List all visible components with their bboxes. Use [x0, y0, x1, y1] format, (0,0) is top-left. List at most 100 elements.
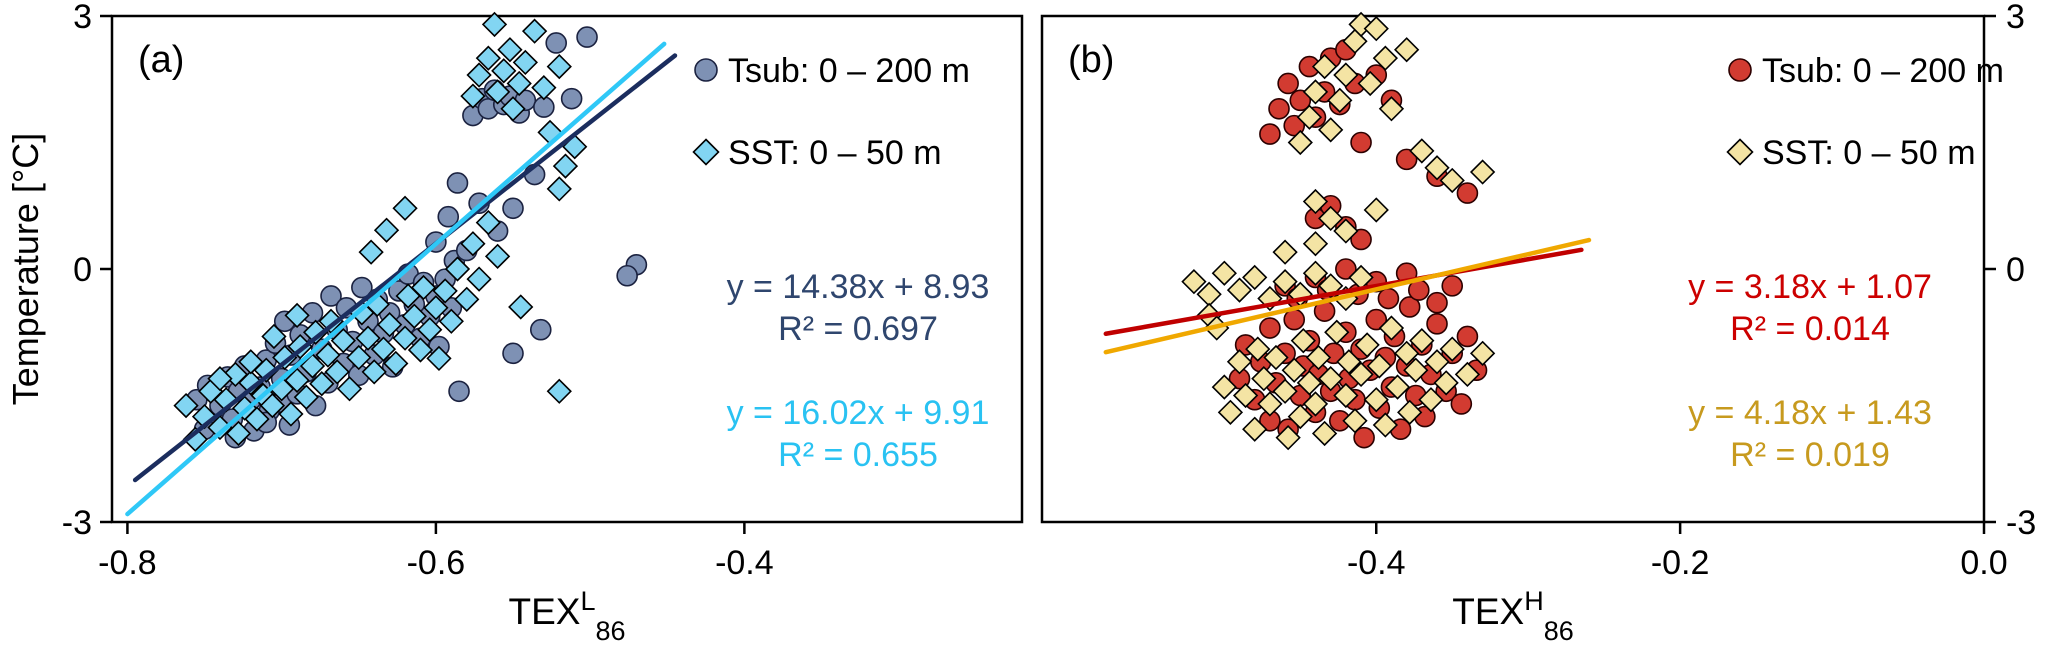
data-point — [497, 37, 523, 63]
data-point — [1409, 328, 1435, 354]
data-point — [1242, 416, 1268, 442]
data-point — [546, 53, 572, 80]
data-point — [225, 420, 252, 447]
data-point — [484, 79, 511, 105]
data-point — [299, 353, 326, 379]
data-point — [278, 401, 304, 427]
data-point — [1454, 361, 1481, 388]
x-tick-label: -0.6 — [407, 544, 466, 582]
data-point — [1217, 399, 1244, 425]
data-point — [448, 380, 470, 403]
data-point — [1398, 296, 1421, 318]
data-point — [1277, 72, 1299, 95]
x-tick-label: -0.2 — [1651, 544, 1710, 582]
data-point — [529, 318, 552, 341]
x-axis-title: TEXL86 — [508, 586, 625, 646]
data-point — [401, 303, 427, 329]
data-point — [1439, 336, 1465, 362]
data-point — [475, 45, 501, 71]
data-point — [508, 294, 534, 320]
data-point — [1257, 391, 1283, 417]
y-tick-label: 3 — [73, 0, 92, 36]
data-point — [1336, 349, 1362, 375]
data-point — [484, 243, 511, 269]
data-point — [315, 342, 341, 368]
data-point — [392, 325, 418, 351]
data-point — [1363, 197, 1389, 223]
data-point — [481, 11, 508, 38]
data-point — [238, 349, 264, 375]
x-tick-label: -0.4 — [1347, 544, 1406, 582]
data-point — [407, 337, 434, 363]
legend-marker-diamond — [692, 138, 720, 166]
data-point — [284, 367, 310, 393]
data-point — [460, 231, 486, 257]
data-point — [302, 319, 329, 345]
panel-a-chart: -0.8 -0.6 -0.4 3 0 -3 Temperature [°C] TEXL86 Ts… — [5, 0, 1024, 646]
data-point — [1426, 313, 1448, 335]
data-point — [1283, 114, 1306, 137]
data-point — [1283, 308, 1306, 331]
fit-r-squared: R² = 0.014 — [1730, 310, 1890, 348]
data-point — [1348, 11, 1374, 38]
regression-line — [125, 41, 667, 517]
y-tick-label: 3 — [2006, 0, 2025, 36]
data-point — [1268, 97, 1290, 120]
data-point — [1302, 391, 1329, 417]
legend-marker-circle — [694, 58, 718, 82]
data-point — [383, 350, 409, 377]
legend-label: SST: 0 – 50 m — [1762, 134, 1976, 172]
legend-marker-circle — [1728, 58, 1752, 82]
data-point — [426, 345, 452, 372]
data-point — [423, 295, 449, 321]
data-point — [531, 75, 557, 101]
data-point — [1363, 387, 1389, 413]
data-point — [1318, 117, 1344, 143]
data-point — [502, 197, 524, 220]
data-point — [1409, 138, 1435, 164]
x-axis-title: TEXH86 — [1452, 586, 1574, 646]
data-point — [1342, 408, 1368, 434]
data-point — [1290, 328, 1316, 354]
data-point — [1372, 45, 1399, 71]
data-point — [1211, 374, 1237, 400]
fit-equation: y = 16.02x + 9.91 — [727, 394, 990, 432]
data-point — [293, 384, 319, 410]
data-point — [182, 426, 208, 452]
data-point — [1272, 378, 1298, 404]
data-point — [1263, 344, 1289, 371]
y-tick-label: 0 — [73, 251, 92, 289]
data-point — [560, 87, 583, 110]
x-tick-label: -0.4 — [715, 544, 774, 582]
data-point — [1272, 269, 1298, 295]
fit-equation: y = 4.18x + 1.43 — [1688, 394, 1932, 432]
legend-label: Tsub: 0 – 200 m — [1762, 52, 2004, 90]
data-point — [576, 26, 598, 48]
data-point — [324, 359, 350, 385]
data-point — [1372, 412, 1399, 438]
data-point — [1397, 399, 1423, 425]
data-point — [1426, 291, 1448, 314]
fit-r-squared: R² = 0.019 — [1730, 436, 1890, 474]
data-point — [1211, 260, 1237, 286]
data-point — [1433, 370, 1459, 396]
data-point — [1289, 89, 1312, 112]
data-point — [1302, 231, 1329, 257]
data-point — [500, 96, 526, 122]
data-point — [1333, 218, 1359, 244]
data-point — [1296, 370, 1323, 396]
data-point — [1357, 70, 1383, 97]
data-point — [417, 317, 443, 343]
data-point — [546, 378, 572, 404]
data-point — [1302, 79, 1329, 105]
data-point — [1333, 62, 1359, 88]
data-point — [1366, 353, 1392, 379]
data-point — [506, 70, 532, 97]
data-point — [545, 32, 568, 54]
data-point — [1302, 188, 1329, 215]
data-point — [1335, 258, 1357, 280]
data-point — [446, 172, 469, 194]
data-point — [1348, 361, 1374, 388]
data-point — [1327, 87, 1353, 113]
